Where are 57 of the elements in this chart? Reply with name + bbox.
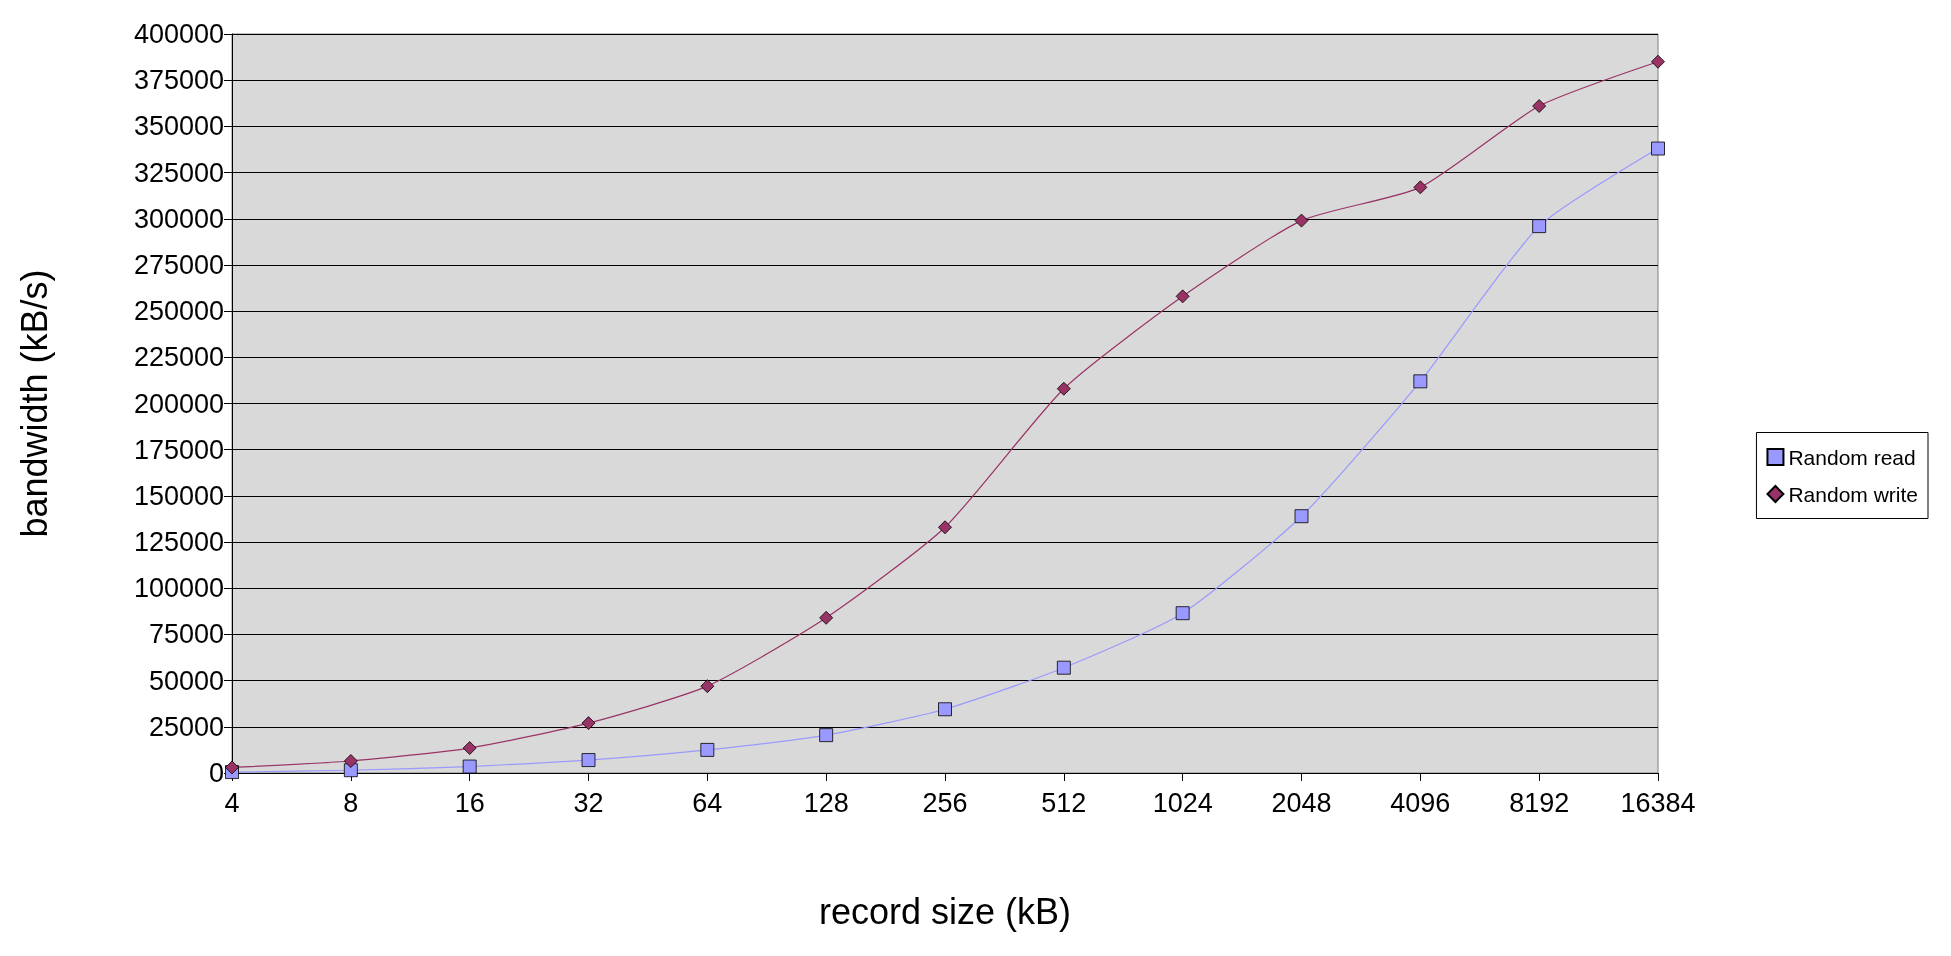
point [1651, 141, 1665, 156]
y-tick-label: 275000 [133, 249, 224, 280]
y-tick-label: 250000 [133, 296, 224, 327]
point [1532, 99, 1547, 113]
x-tick-label: 1024 [1152, 787, 1213, 818]
y-tick-label: 300000 [133, 203, 224, 234]
point [1651, 54, 1665, 69]
point [1056, 381, 1071, 396]
legend-label: Random read [1788, 445, 1916, 469]
point [700, 743, 715, 757]
x-tick-label: 64 [692, 787, 723, 818]
y-tick-label: 375000 [133, 65, 224, 96]
point [938, 702, 952, 717]
point [1175, 289, 1190, 304]
x-tick-label: 8 [343, 787, 359, 818]
y-axis-title: bandwidth (kB/s) [13, 269, 55, 538]
y-tick-label: 0 [208, 758, 224, 788]
y-tick-label: 150000 [133, 480, 224, 511]
x-axis-title: record size (kB) [818, 890, 1072, 932]
point [938, 520, 952, 535]
point [1056, 660, 1071, 675]
point [343, 754, 358, 768]
x-tick-label: 512 [1041, 787, 1087, 818]
point [581, 716, 596, 731]
point [462, 759, 477, 774]
legend-label: Random write [1788, 482, 1919, 506]
y-tick-label: 200000 [133, 388, 224, 419]
x-tick-label: 4 [224, 787, 240, 818]
x-tick-label: 2048 [1271, 787, 1332, 818]
y-tick-label: 225000 [133, 342, 224, 373]
point [1294, 509, 1309, 524]
x-tick-label: 256 [922, 787, 968, 818]
x-tick-label: 8192 [1509, 787, 1570, 818]
x-tick-label: 128 [803, 787, 849, 818]
point [1413, 374, 1428, 389]
point [1175, 606, 1190, 621]
point [581, 753, 596, 767]
x-tick-label: 16 [454, 787, 485, 818]
y-tick-label: 75000 [148, 619, 224, 650]
y-tick-label: 350000 [133, 111, 224, 142]
point [1532, 219, 1547, 234]
x-tick-label: 4096 [1390, 787, 1451, 818]
x-tick-label: 16384 [1620, 787, 1696, 818]
point [819, 610, 834, 625]
y-tick-label: 325000 [133, 157, 224, 188]
point [819, 728, 834, 743]
y-tick-label: 25000 [148, 711, 224, 742]
x-tick-label: 32 [573, 787, 604, 818]
y-tick-label: 125000 [133, 527, 224, 558]
y-tick-label: 100000 [133, 573, 224, 604]
y-tick-label: 400000 [133, 19, 224, 49]
y-tick-label: 50000 [148, 665, 224, 696]
point [1413, 180, 1428, 195]
point [1294, 213, 1309, 228]
point [462, 741, 477, 755]
y-tick-label: 175000 [133, 434, 224, 465]
point [700, 679, 715, 694]
